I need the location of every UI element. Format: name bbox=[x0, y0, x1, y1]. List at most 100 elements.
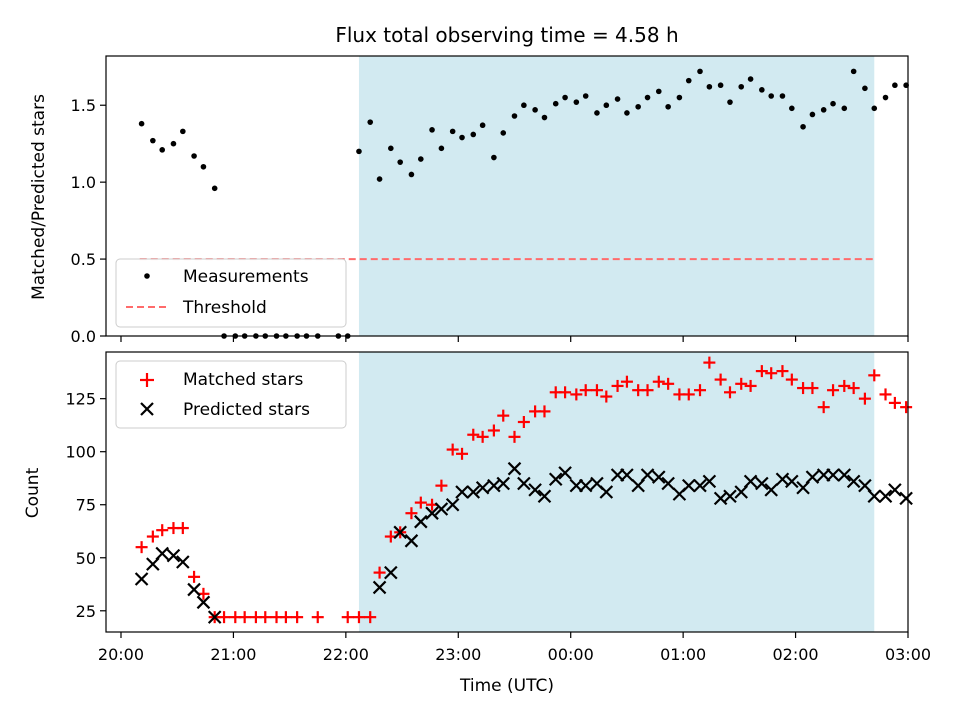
top-y-axis-label: Matched/Predicted stars bbox=[29, 94, 49, 300]
measurement-point bbox=[882, 94, 889, 101]
measurement-point bbox=[191, 153, 197, 159]
y-tick-label: 0.5 bbox=[71, 250, 96, 269]
predicted-star-point bbox=[888, 483, 902, 497]
predicted-star-point bbox=[681, 478, 696, 493]
matched-star-point bbox=[311, 611, 324, 624]
matched-star-point bbox=[888, 396, 901, 409]
predicted-star-stroke-b bbox=[187, 582, 201, 597]
matched-star-point bbox=[817, 401, 830, 414]
predicted-star-point bbox=[548, 472, 563, 487]
matched-star-point bbox=[364, 611, 377, 624]
matched-star-point bbox=[352, 611, 365, 624]
matched-star-point bbox=[156, 524, 169, 537]
matched-star-point bbox=[755, 365, 768, 378]
predicted-star-stroke-b bbox=[723, 489, 737, 504]
predicted-star-stroke-b bbox=[207, 610, 222, 624]
predicted-star-stroke-b bbox=[878, 489, 893, 504]
predicted-star-point bbox=[166, 548, 181, 563]
predicted-star-stroke-b bbox=[785, 474, 799, 489]
predicted-star-point bbox=[723, 489, 737, 504]
predicted-star-stroke-b bbox=[764, 483, 778, 497]
predicted-star-point bbox=[507, 461, 522, 476]
legend-matched-stars: Matched stars bbox=[183, 370, 303, 390]
predicted-star-stroke-b bbox=[455, 485, 469, 499]
predicted-star-stroke-b bbox=[155, 546, 169, 561]
measurement-point bbox=[459, 134, 465, 141]
predicted-star-stroke-b bbox=[858, 478, 872, 493]
predicted-star-stroke-b bbox=[661, 476, 675, 491]
y-tick-label: 50 bbox=[76, 549, 96, 568]
measurement-point bbox=[717, 82, 724, 89]
matched-star-point bbox=[135, 541, 148, 554]
predicted-star-stroke-b bbox=[620, 468, 634, 482]
predicted-star-stroke-b bbox=[590, 476, 604, 491]
predicted-star-point bbox=[455, 485, 469, 499]
measurement-point bbox=[541, 114, 548, 121]
measurement-point bbox=[479, 122, 486, 129]
top-legend: Measurements Threshold bbox=[115, 258, 347, 328]
measurement-point bbox=[397, 159, 403, 165]
predicted-star-stroke-b bbox=[693, 478, 707, 493]
matched-star-point bbox=[279, 611, 292, 624]
predicted-star-point bbox=[155, 546, 169, 561]
predicted-star-point bbox=[693, 478, 707, 493]
measurement-point bbox=[738, 83, 745, 90]
predicted-star-point bbox=[620, 468, 634, 482]
predicted-star-point bbox=[207, 610, 222, 624]
x-tick-label: 01:00 bbox=[660, 645, 706, 664]
measurement-point bbox=[582, 93, 589, 99]
bottom-plot-frame bbox=[105, 351, 909, 633]
measurement-point bbox=[511, 113, 518, 119]
measurement-point bbox=[809, 111, 816, 118]
y-tick-label: 100 bbox=[65, 443, 96, 462]
matched-star-point bbox=[868, 369, 881, 382]
count-points bbox=[134, 356, 913, 624]
predicted-star-stroke-b bbox=[652, 470, 666, 484]
predicted-star-point bbox=[785, 474, 799, 489]
predicted-star-point bbox=[743, 474, 758, 489]
measurement-point bbox=[747, 76, 754, 82]
predicted-star-stroke-b bbox=[425, 506, 439, 520]
predicted-star-stroke-b bbox=[176, 555, 190, 569]
measurement-point bbox=[779, 93, 786, 99]
measurement-point bbox=[635, 103, 641, 110]
predicted-star-stroke-b bbox=[837, 468, 852, 482]
predicted-star-point bbox=[755, 476, 769, 491]
measurement-point bbox=[850, 68, 857, 75]
bottom-y-axis-label: Count bbox=[23, 467, 43, 518]
matched-star-point bbox=[900, 401, 913, 414]
y-tick-label: 0.0 bbox=[71, 327, 96, 346]
matched-star-point bbox=[600, 390, 613, 403]
predicted-star-point bbox=[899, 491, 913, 506]
measurement-point bbox=[676, 94, 683, 101]
measurement-point bbox=[594, 110, 600, 116]
predicted-star-point bbox=[187, 582, 201, 597]
predicted-star-point bbox=[805, 470, 820, 484]
matched-star-point bbox=[446, 443, 459, 456]
predicted-star-stroke-b bbox=[702, 474, 717, 489]
measurements-legend-marker bbox=[144, 273, 150, 279]
predicted-star-point bbox=[578, 478, 593, 493]
predicted-star-stroke-b bbox=[537, 489, 552, 504]
legend-predicted-stars: Predicted stars bbox=[183, 400, 310, 420]
predicted-star-stroke-b bbox=[640, 468, 655, 482]
matched-star-point bbox=[838, 379, 851, 392]
matched-star-point bbox=[218, 611, 231, 624]
measurement-point bbox=[180, 128, 186, 135]
predicted-star-stroke-b bbox=[496, 476, 511, 491]
measurement-point bbox=[789, 105, 795, 112]
predicted-star-point bbox=[764, 483, 778, 497]
matched-star-point bbox=[188, 570, 201, 583]
predicted-star-stroke-b bbox=[528, 483, 542, 497]
matched-star-point bbox=[785, 373, 798, 386]
measurement-point bbox=[438, 145, 445, 152]
top-legend-box bbox=[115, 258, 347, 328]
matched-star-point bbox=[682, 388, 695, 401]
matched-star-point bbox=[238, 611, 251, 624]
matched-star-point bbox=[620, 375, 633, 388]
predicted-star-stroke-b bbox=[466, 485, 481, 499]
measurement-point bbox=[685, 77, 692, 84]
predicted-star-point bbox=[878, 489, 893, 504]
top-plot-frame bbox=[105, 55, 909, 337]
matched-star-point bbox=[456, 447, 469, 460]
